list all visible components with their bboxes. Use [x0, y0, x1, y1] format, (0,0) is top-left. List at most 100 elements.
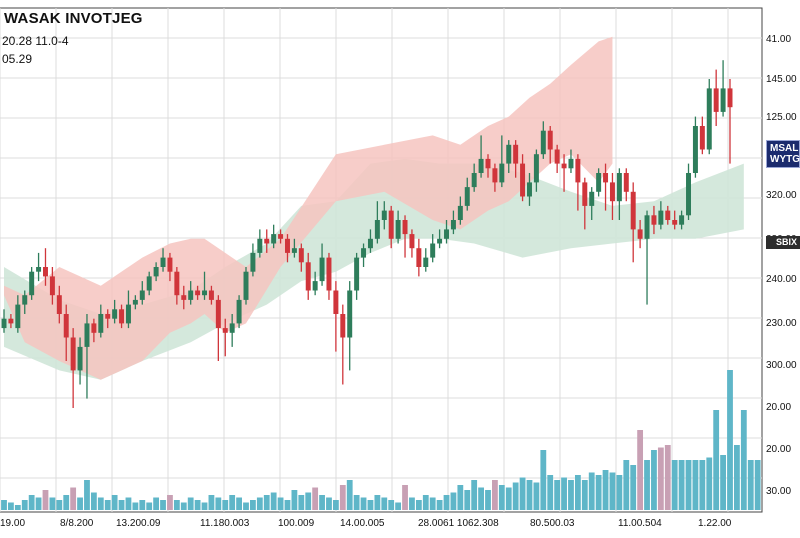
candle-body — [243, 271, 249, 300]
candle-body — [278, 234, 284, 239]
candle-body — [284, 238, 290, 253]
candle-body — [36, 267, 42, 272]
candle-body — [437, 238, 443, 244]
y-axis-tick-label: 230.00 — [766, 318, 797, 329]
candle-body — [540, 130, 546, 155]
candle-body — [416, 248, 422, 267]
volume-bar — [153, 497, 160, 510]
volume-bar — [402, 485, 408, 510]
volume-bar — [422, 495, 429, 510]
volume-bar — [754, 460, 761, 510]
volume-bar — [332, 500, 339, 510]
volume-bar — [685, 460, 692, 510]
volume-bar — [727, 370, 733, 510]
candle-body — [22, 295, 28, 305]
candle-body — [222, 328, 228, 333]
volume-bar — [395, 502, 402, 510]
candle-body — [1, 318, 7, 329]
volume-bar — [443, 495, 450, 510]
volume-bar — [250, 500, 256, 510]
candle-body — [305, 262, 311, 291]
candle-body — [561, 163, 567, 169]
candle-body — [395, 220, 401, 239]
candle-body — [699, 126, 705, 150]
volume-bar — [167, 495, 173, 510]
volume-bar — [734, 445, 740, 510]
y-axis-tick-label: 20.00 — [766, 444, 791, 455]
candle-body — [70, 337, 76, 371]
volume-bar — [49, 497, 56, 510]
volume-bar — [56, 500, 63, 510]
candle-body — [450, 220, 456, 230]
candle-body — [250, 252, 256, 272]
candle-body — [568, 158, 574, 169]
candle-body — [444, 229, 450, 239]
volume-bar — [118, 500, 125, 510]
candle-body — [672, 220, 678, 225]
volume-bar — [644, 460, 650, 510]
volume-bar — [623, 460, 630, 510]
volume-bar — [104, 500, 111, 510]
volume-bar — [42, 490, 49, 510]
candle-body — [119, 309, 125, 324]
volume-bar — [326, 497, 332, 510]
volume-bar — [651, 450, 657, 510]
candle-body — [547, 130, 553, 150]
candle-body — [402, 220, 408, 235]
candle-body — [56, 295, 62, 314]
volume-bar — [609, 472, 616, 510]
volume-bar — [284, 500, 291, 510]
volume-bar — [77, 497, 83, 510]
candle-body — [644, 215, 650, 239]
candle-body — [139, 290, 145, 300]
y-axis-tick-label: 30.00 — [766, 486, 791, 497]
volume-bar — [471, 480, 478, 510]
candle-body — [208, 290, 214, 300]
candle-body — [623, 173, 629, 192]
candle-body — [526, 182, 532, 197]
candle-body — [720, 88, 726, 112]
volume-bar — [657, 447, 664, 510]
volume-bar — [298, 495, 305, 510]
candle-body — [367, 238, 373, 249]
candle-body — [15, 304, 21, 329]
volume-bar — [8, 502, 14, 510]
volume-bar — [464, 490, 471, 510]
volume-bar — [339, 485, 346, 510]
x-axis-tick-label: 11.00.504 — [618, 518, 662, 529]
volume-bar — [492, 480, 498, 510]
candle-body — [478, 158, 484, 173]
volume-bar — [478, 487, 484, 510]
candle-body — [42, 267, 48, 277]
volume-bar — [28, 495, 35, 510]
x-axis-tick-label: 28.0061 1062.308 — [418, 518, 499, 529]
candle-body — [596, 173, 602, 192]
candle-body — [146, 276, 152, 291]
volume-bar — [21, 500, 28, 510]
volume-bar — [554, 480, 561, 510]
candle-body — [112, 309, 118, 319]
candle-body — [506, 144, 512, 164]
candle-body — [354, 257, 360, 291]
candle-body — [132, 299, 138, 305]
chart-subtitle-line-2: 05.29 — [2, 52, 33, 66]
candle-body — [312, 281, 318, 291]
candle-body — [105, 314, 111, 319]
volume-bar — [706, 457, 713, 510]
y-axis-tick-label: 41.00 — [766, 34, 791, 45]
volume-bar — [429, 497, 436, 510]
volume-bar — [1, 500, 7, 510]
candle-body — [692, 126, 698, 173]
volume-bar — [519, 477, 526, 510]
volume-bar — [581, 480, 588, 510]
candle-body — [91, 323, 97, 333]
volume-bar — [360, 497, 367, 510]
volume-bar — [388, 500, 395, 510]
candle-body — [264, 238, 270, 244]
candle-body — [464, 187, 470, 206]
volume-bar — [540, 450, 547, 510]
candle-body — [29, 271, 35, 296]
candle-body — [77, 346, 83, 371]
volume-bar — [97, 497, 104, 510]
